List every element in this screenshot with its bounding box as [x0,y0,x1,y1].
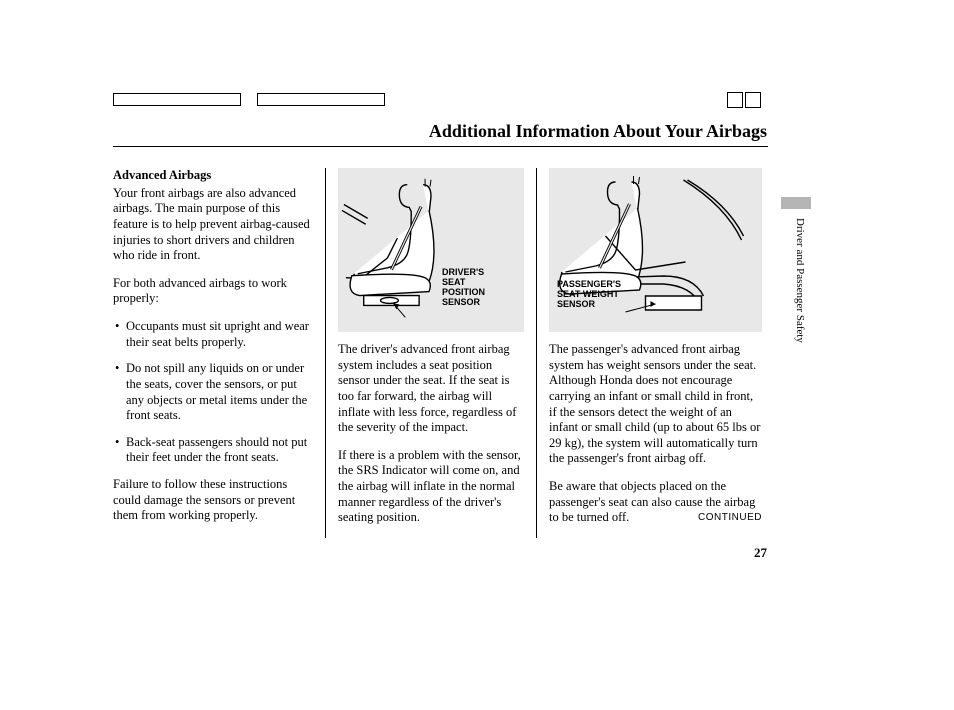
col1-li2: Do not spill any liquids on or under the… [113,361,313,424]
header-square-1 [727,92,743,108]
col1-p2: For both advanced airbags to work proper… [113,276,313,307]
figure-passenger-seat: PASSENGER'S SEAT WEIGHT SENSOR [549,168,762,332]
page-title: Additional Information About Your Airbag… [429,121,767,142]
col3-p2-wrap: Be aware that objects placed on the pass… [549,479,762,526]
figure-driver-seat: DRIVER'S SEAT POSITION SENSOR [338,168,524,332]
header-squares [727,92,761,108]
header-outline-boxes [113,93,385,106]
driver-fig-label: DRIVER'S SEAT POSITION SENSOR [442,268,485,308]
page-number: 27 [754,545,767,561]
col1-li1: Occupants must sit upright and wear thei… [113,319,313,350]
col1-p1: Your front airbags are also advanced air… [113,186,313,264]
col3-p1: The passenger's advanced front airbag sy… [549,342,762,467]
col2-p2: If there is a problem with the sensor, t… [338,448,524,526]
section-tab [781,197,811,209]
column-2: DRIVER'S SEAT POSITION SENSOR The driver… [325,168,537,538]
subheading-advanced-airbags: Advanced Airbags [113,168,313,184]
driver-seat-diagram [338,168,524,332]
driver-fig-label-l4: SENSOR [442,298,485,308]
column-3: PASSENGER'S SEAT WEIGHT SENSOR The passe… [537,168,762,538]
col1-p3: Failure to follow these instructions cou… [113,477,313,524]
section-name-vertical: Driver and Passenger Safety [794,218,806,343]
title-underline [113,146,768,147]
continued-label: CONTINUED [698,512,762,525]
content-area: Advanced Airbags Your front airbags are … [113,168,768,538]
col1-li3: Back-seat passengers should not put thei… [113,435,313,466]
passenger-fig-label-l3: SENSOR [557,300,621,310]
passenger-fig-label: PASSENGER'S SEAT WEIGHT SENSOR [557,280,621,310]
header-box-1 [113,93,241,106]
header-box-2 [257,93,385,106]
column-1: Advanced Airbags Your front airbags are … [113,168,325,538]
header-square-2 [745,92,761,108]
col1-list: Occupants must sit upright and wear thei… [113,319,313,466]
col2-p1: The driver's advanced front airbag syste… [338,342,524,436]
